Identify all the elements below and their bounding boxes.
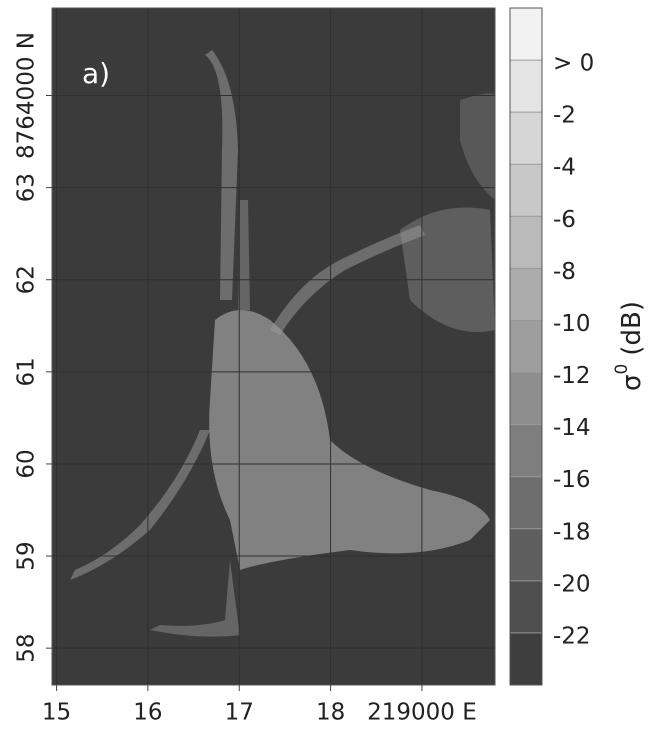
colorbar-symbol: σ: [617, 374, 647, 390]
colorbar-tick-label: -14: [553, 415, 591, 441]
x-tick-label: 16: [133, 700, 162, 726]
colorbar-band: [510, 424, 542, 477]
colorbar-tick-label: -16: [553, 467, 591, 493]
colorbar-band: [510, 372, 542, 425]
colorbar-superscript: 0: [612, 364, 632, 375]
x-tick-label: 15: [42, 700, 71, 726]
colorbar-frame: [509, 7, 543, 686]
colorbar-tick-label: -8: [553, 259, 576, 285]
y-tick-label: 60: [14, 449, 40, 478]
colorbar-band: [510, 8, 542, 61]
colorbar-band: [510, 268, 542, 321]
x-tick-label: 18: [316, 700, 345, 726]
colorbar-band: [510, 164, 542, 217]
colorbar-tick-label: -20: [553, 571, 591, 597]
colorbar-tick-label: > 0: [553, 51, 594, 77]
colorbar-band: [510, 216, 542, 269]
colorbar-tick-label: -2: [553, 103, 576, 129]
colorbar-band: [510, 632, 542, 685]
colorbar-band: [510, 320, 542, 373]
colorbar-tick-label: -12: [553, 363, 591, 389]
x-tick-label: 17: [225, 700, 254, 726]
map-frame: [51, 7, 496, 686]
panel-label: a): [82, 57, 110, 90]
colorbar-tick-label: -22: [553, 623, 591, 649]
colorbar-band: [510, 60, 542, 113]
colorbar-band: [510, 112, 542, 165]
colorbar-tick-label: -4: [553, 155, 576, 181]
y-tick-label: 58: [14, 634, 40, 663]
colorbar-band: [510, 476, 542, 529]
colorbar-tick-label: -6: [553, 207, 576, 233]
colorbar-unit: (dB): [617, 301, 647, 356]
y-tick-label: 59: [14, 541, 40, 570]
colorbar-tick-label: -10: [553, 311, 591, 337]
colorbar-band: [510, 580, 542, 633]
colorbar-band: [510, 528, 542, 581]
y-tick-label: 8764000 N: [14, 32, 40, 159]
y-tick-label: 63: [14, 173, 40, 202]
x-tick-label: 219000 E: [367, 700, 477, 726]
colorbar-label: σ0 (dB): [612, 301, 647, 391]
colorbar-tick-label: -18: [553, 519, 591, 545]
y-tick-label: 62: [14, 265, 40, 294]
y-tick-label: 61: [14, 357, 40, 386]
sar-image: [70, 50, 495, 637]
